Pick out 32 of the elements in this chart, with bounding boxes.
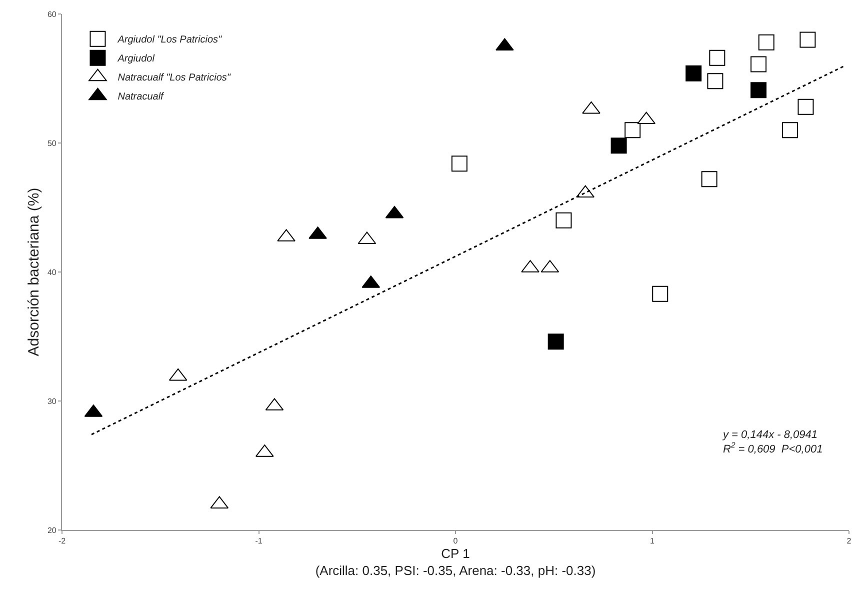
y-axis-title: Adsorción bacteriana (%)	[26, 188, 43, 356]
y-tick-label: 60	[47, 10, 57, 19]
point	[686, 65, 702, 82]
x-tick-label: 0	[453, 536, 458, 546]
point	[709, 50, 726, 66]
point	[610, 138, 627, 154]
point	[750, 56, 766, 72]
x-tick-label: 2	[846, 536, 852, 546]
x-tick-label: -2	[58, 536, 66, 546]
point	[451, 156, 468, 172]
legend-label: Natracualf "Los Patricios"	[118, 72, 231, 84]
point	[782, 122, 798, 138]
legend-label: Argiudol	[116, 54, 156, 65]
y-tick-label: 20	[47, 526, 57, 535]
annotation: y = 0,144x - 8,0941 R$^{2}$ = 0,609 P<0,001	[722, 429, 823, 456]
point	[758, 34, 774, 50]
point	[750, 82, 766, 98]
x-tick-label: 1	[650, 536, 656, 546]
x-axis-title: CP 1 (Arcilla: 0.35, PSI: -0.35, Arena: -0.33, pH: -0.33)	[315, 546, 596, 578]
legend-label: Natracualf	[118, 92, 165, 103]
point	[701, 171, 718, 188]
legend-label: Argiudol "Los Patricios"	[116, 34, 222, 46]
point	[652, 286, 668, 302]
point	[798, 98, 814, 115]
x-tick-label: -1	[255, 536, 263, 546]
y-tick-label: 30	[47, 396, 57, 406]
point	[800, 32, 816, 48]
point	[707, 73, 724, 90]
y-tick-label: 40	[47, 268, 57, 277]
point	[624, 122, 641, 138]
y-tick-label: 50	[47, 138, 57, 148]
point	[556, 212, 572, 228]
